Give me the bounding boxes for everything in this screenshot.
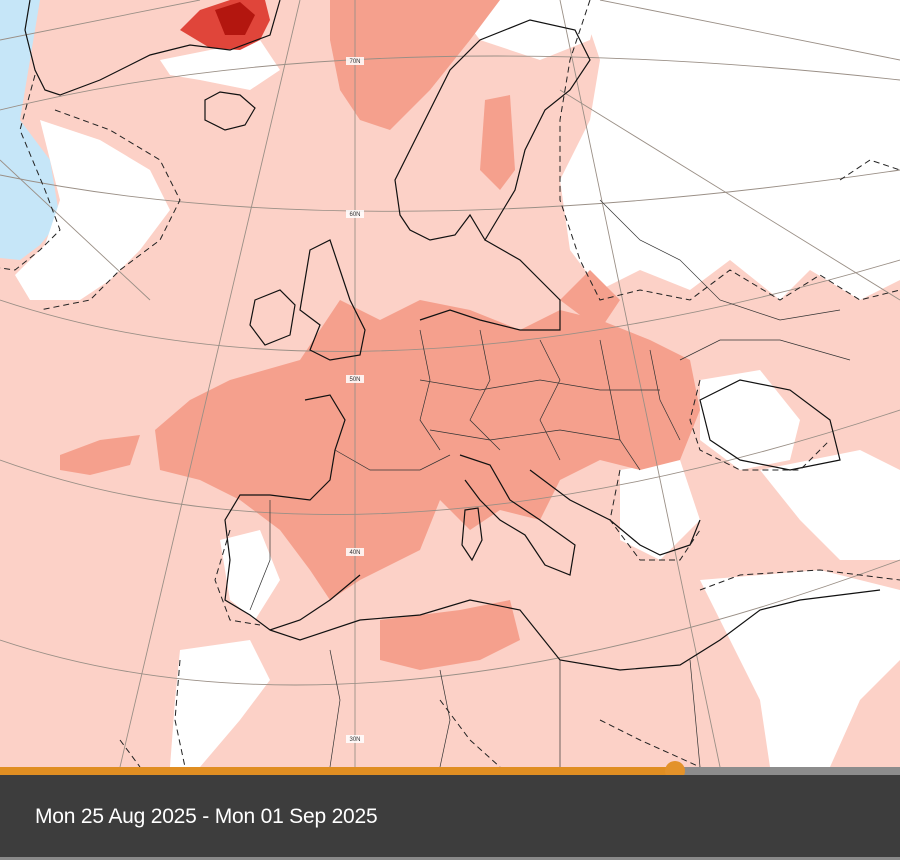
neutral-region-russia: [560, 0, 900, 300]
neutral-region-aegean: [620, 460, 700, 560]
latitude-labels: 70N 60N 50N 40N 30N: [346, 57, 364, 743]
lat-label-70n: 70N: [349, 59, 360, 65]
negative-anomaly-region: [0, 0, 60, 260]
timeline-slider-progress: [0, 767, 675, 775]
lat-label-50n: 50N: [349, 377, 360, 383]
neutral-region-black-sea: [700, 370, 800, 470]
positive-anomaly-region-central-europe: [155, 300, 700, 600]
anomaly-map: 70N 60N 50N 40N 30N: [0, 0, 900, 767]
neutral-region-iceland-north: [160, 40, 280, 90]
extreme-anomaly-region-greenland: [215, 2, 255, 35]
neutral-region-turkey: [760, 450, 900, 560]
footer-bottom-edge: [0, 857, 900, 860]
positive-anomaly-region-norwegian-sea: [330, 0, 500, 130]
timeline-slider-track[interactable]: [0, 761, 900, 781]
neutral-region-urals: [860, 160, 900, 260]
neutral-region-iberia-west: [220, 530, 280, 620]
date-range-footer: Mon 25 Aug 2025 - Mon 01 Sep 2025: [0, 775, 900, 860]
positive-anomaly-region-north-africa: [380, 600, 520, 670]
coastlines: [24, 0, 881, 671]
positive-anomaly-region-sweden: [480, 95, 515, 190]
positive-anomaly-region-baltic: [560, 270, 620, 330]
significance-contours: [0, 0, 900, 767]
lat-label-40n: 40N: [349, 550, 360, 556]
lat-label-60n: 60N: [349, 212, 360, 218]
map-canvas: 70N 60N 50N 40N 30N: [0, 0, 900, 767]
graticule: [0, 0, 900, 767]
neutral-region-morocco: [170, 640, 270, 767]
neutral-region-atlantic: [15, 120, 170, 300]
date-range-label: Mon 25 Aug 2025 - Mon 01 Sep 2025: [35, 805, 378, 828]
neutral-region-middle-east: [700, 570, 900, 767]
country-borders: [249, 199, 851, 767]
positive-anomaly-region-atlantic: [60, 435, 140, 475]
lat-label-30n: 30N: [349, 737, 360, 743]
